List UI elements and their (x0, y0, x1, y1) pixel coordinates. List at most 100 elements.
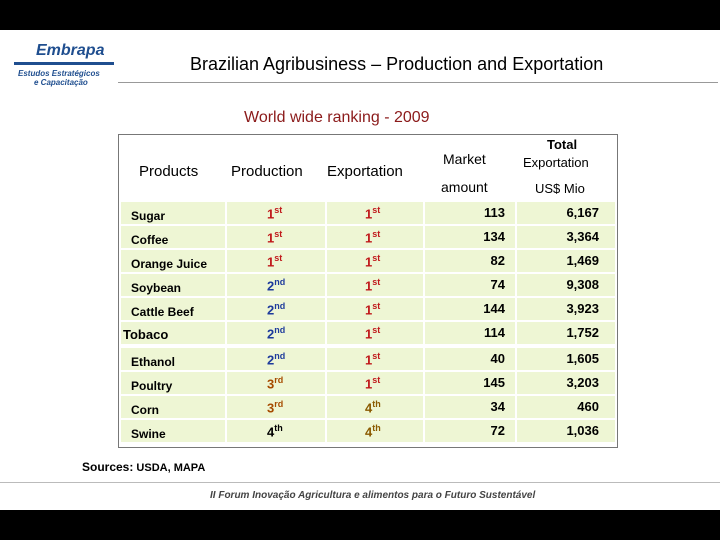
product-name: Swine (131, 427, 166, 441)
total-exportation: 1,605 (566, 351, 599, 366)
table-cell-bg (425, 372, 515, 395)
table-row: Swine 4th 4th 72 1,036 (119, 419, 617, 443)
table-cell-bg (517, 274, 615, 297)
table-cell-bg (327, 372, 423, 395)
total-exportation: 9,308 (566, 277, 599, 292)
table-cell-bg (425, 348, 515, 371)
table-cell-bg (227, 348, 325, 371)
table-cell-bg (517, 372, 615, 395)
table-cell-bg (121, 298, 225, 321)
market-amount: 72 (490, 423, 505, 438)
production-rank-suffix: nd (274, 301, 286, 311)
table-row: Sugar 1st 1st 113 6,167 (119, 201, 617, 225)
footer-text: II Forum Inovação Agricultura e alimento… (210, 490, 536, 501)
slide-title: Brazilian Agribusiness – Production and … (190, 54, 604, 74)
table-cell-bg (425, 250, 515, 273)
production-rank-number: 4 (267, 424, 275, 440)
production-rank: 2nd (267, 325, 285, 341)
market-amount: 40 (490, 351, 505, 366)
exportation-rank-suffix: st (372, 205, 381, 215)
exportation-rank-number: 1 (365, 254, 373, 270)
exportation-rank: 1st (365, 229, 380, 245)
exportation-rank-suffix: st (372, 375, 381, 385)
table-cell-bg (121, 226, 225, 249)
table-cell-bg (517, 250, 615, 273)
production-rank: 2nd (267, 277, 285, 293)
product-name: Corn (131, 403, 159, 417)
product-name: Ethanol (131, 355, 175, 369)
logo-subtitle-2: e Capacitação (34, 78, 88, 87)
production-rank-suffix: st (274, 205, 283, 215)
total-exportation: 1,036 (566, 423, 599, 438)
total-exportation: 1,469 (566, 253, 599, 268)
table-cell-bg (227, 274, 325, 297)
logo-wordmark: Embrapa (36, 42, 105, 59)
exportation-rank-suffix: st (372, 277, 381, 287)
table-cell-bg (121, 274, 225, 297)
production-rank-suffix: rd (274, 399, 284, 409)
product-name: Tobaco (123, 327, 169, 342)
table-cell-bg (327, 298, 423, 321)
table-cell-bg (327, 274, 423, 297)
market-amount: 114 (484, 325, 505, 340)
market-amount: 74 (490, 277, 505, 292)
embrapa-logo: Embrapa Estudos Estratégicos e Capacitaç… (14, 40, 114, 90)
table-row: Soybean 2nd 1st 74 9,308 (119, 273, 617, 297)
table-cell-bg (121, 250, 225, 273)
ranking-table: Products Production Exportation Market a… (118, 134, 618, 448)
table-cell-bg (425, 420, 515, 443)
table-cell-bg (227, 202, 325, 225)
table-cell-bg (517, 348, 615, 371)
table-cell-bg (227, 420, 325, 443)
production-rank: 2nd (267, 301, 285, 317)
exportation-rank-suffix: st (372, 253, 381, 263)
production-rank-number: 2 (267, 326, 275, 342)
table-cell-bg (121, 322, 225, 345)
exportation-rank-number: 1 (365, 278, 373, 294)
market-amount: 82 (490, 253, 505, 268)
table-cell-bg (425, 202, 515, 225)
table-cell-bg (227, 250, 325, 273)
production-rank-suffix: nd (274, 325, 286, 335)
table-cell-bg (327, 396, 423, 419)
table-cell-bg (227, 226, 325, 249)
production-rank-number: 1 (267, 230, 275, 246)
total-exportation: 460 (577, 399, 599, 414)
production-rank: 1st (267, 229, 282, 245)
table-cell-bg (425, 322, 515, 345)
table-cell-bg (327, 348, 423, 371)
table-cell-bg (121, 372, 225, 395)
footer-divider (0, 482, 720, 483)
table-cell-bg (425, 226, 515, 249)
production-rank-number: 1 (267, 254, 275, 270)
header-total-3: US$ Mio (535, 181, 585, 196)
exportation-rank: 1st (365, 205, 380, 221)
production-rank-number: 2 (267, 302, 275, 318)
table-row: Ethanol 2nd 1st 40 1,605 (119, 347, 617, 371)
table-cell-bg (327, 420, 423, 443)
table-cell-bg (121, 202, 225, 225)
table-cell-bg (425, 298, 515, 321)
production-rank-suffix: st (274, 229, 283, 239)
table-cell-bg (425, 396, 515, 419)
product-name: Poultry (131, 379, 173, 393)
market-amount: 145 (483, 375, 505, 390)
table-cell-bg (121, 420, 225, 443)
product-name: Soybean (131, 281, 182, 295)
production-rank-suffix: nd (274, 351, 286, 361)
total-exportation: 1,752 (566, 325, 599, 340)
table-row: Cattle Beef 2nd 1st 144 3,923 (119, 297, 617, 321)
header-production: Production (231, 163, 303, 180)
table-row: Orange Juice 1st 1st 82 1,469 (119, 249, 617, 273)
table-cell-bg (517, 298, 615, 321)
product-name: Sugar (131, 209, 166, 223)
table-cell-bg (517, 420, 615, 443)
exportation-rank-suffix: th (372, 423, 381, 433)
slide: Embrapa Estudos Estratégicos e Capacitaç… (0, 30, 720, 510)
slide-subtitle: World wide ranking - 2009 (244, 109, 430, 126)
table-cell-bg (327, 250, 423, 273)
exportation-rank: 4th (365, 399, 381, 415)
table-cell-bg (227, 372, 325, 395)
exportation-rank-number: 1 (365, 302, 373, 318)
exportation-rank: 1st (365, 351, 380, 367)
